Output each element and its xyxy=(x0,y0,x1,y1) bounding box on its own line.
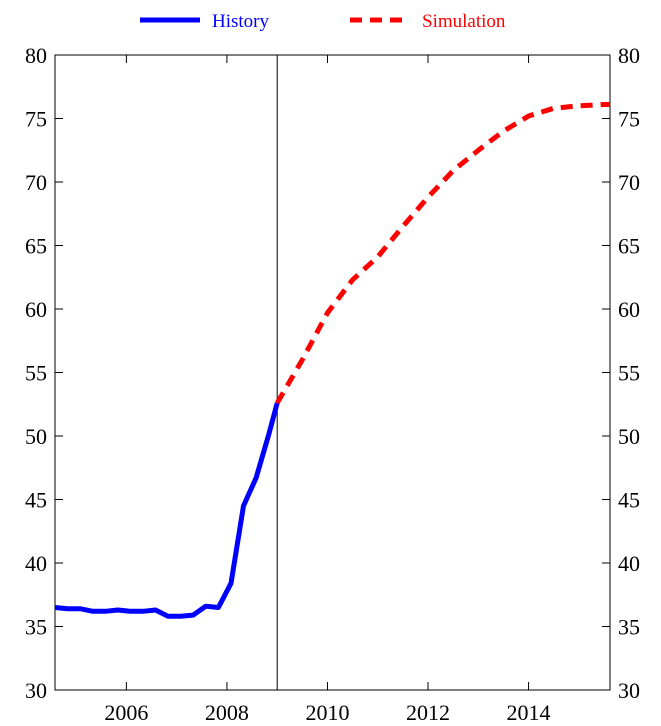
y-tick-label-left: 70 xyxy=(25,170,47,195)
y-tick-label-right: 50 xyxy=(618,424,640,449)
legend-label-simulation: Simulation xyxy=(422,11,506,32)
y-tick-label-right: 70 xyxy=(618,170,640,195)
y-tick-label-left: 60 xyxy=(25,297,47,322)
x-tick-label: 2010 xyxy=(305,700,349,725)
y-tick-label-right: 65 xyxy=(618,234,640,259)
axis-ticks: 30 30 35 35 40 40 45 45 50 50 55 55 60 60 65 65 70 70 75 75… xyxy=(25,43,640,725)
y-tick-label-right: 35 xyxy=(618,615,640,640)
y-tick-label-right: 45 xyxy=(618,488,640,513)
y-tick-label-left: 40 xyxy=(25,551,47,576)
y-tick-label-left: 75 xyxy=(25,107,47,132)
legend: History Simulation xyxy=(140,11,506,32)
x-tick-label: 2014 xyxy=(507,700,551,725)
x-tick-label: 2012 xyxy=(406,700,450,725)
y-tick-label-right: 75 xyxy=(618,107,640,132)
y-tick-label-left: 30 xyxy=(25,678,47,703)
y-tick-label-right: 80 xyxy=(618,43,640,68)
y-tick-label-left: 50 xyxy=(25,424,47,449)
y-tick-label-left: 35 xyxy=(25,615,47,640)
plot-frame xyxy=(54,54,611,691)
x-tick-label: 2008 xyxy=(205,700,249,725)
series-line-history xyxy=(54,402,280,619)
series-layer xyxy=(54,102,610,619)
y-tick-label-right: 60 xyxy=(618,297,640,322)
legend-label-history: History xyxy=(212,11,270,32)
y-tick-label-right: 40 xyxy=(618,551,640,576)
x-tick-label: 2006 xyxy=(104,700,148,725)
series-line-simulation xyxy=(275,102,610,405)
y-tick-label-left: 45 xyxy=(25,488,47,513)
y-tick-label-left: 55 xyxy=(25,361,47,386)
y-tick-label-right: 55 xyxy=(618,361,640,386)
y-tick-label-left: 65 xyxy=(25,234,47,259)
y-tick-label-right: 30 xyxy=(618,678,640,703)
y-tick-label-left: 80 xyxy=(25,43,47,68)
